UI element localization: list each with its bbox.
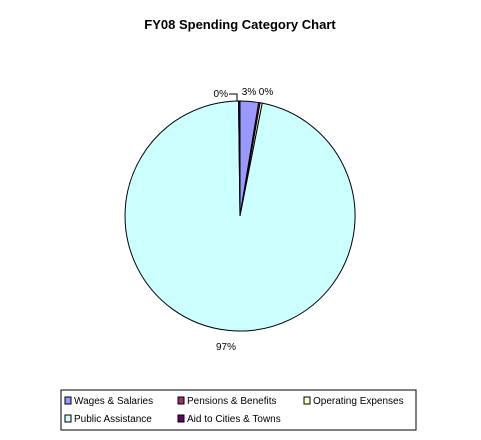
legend-label-public-assistance: Public Assistance <box>74 414 152 425</box>
legend-swatch-operating-expenses <box>303 396 311 405</box>
legend-swatch-wages-salaries <box>64 396 72 405</box>
legend-label-aid-to-cities-towns: Aid to Cities & Towns <box>187 414 281 425</box>
chart-title: FY08 Spending Category Chart <box>144 17 336 32</box>
legend: Wages & Salaries Pensions & Benefits Opera… <box>60 389 417 431</box>
legend-swatch-pensions-benefits <box>177 396 185 405</box>
label-leader-line <box>229 93 238 101</box>
legend-swatch-public-assistance <box>64 414 72 423</box>
data-label-operating-expenses: 0% <box>259 87 274 98</box>
legend-label-pensions-benefits: Pensions & Benefits <box>187 396 277 407</box>
pie-slices <box>124 100 356 332</box>
pie-slice-aid-to-cities-towns <box>238 100 241 217</box>
legend-swatch-aid-to-cities-towns <box>177 414 185 423</box>
data-label-pensions-benefits: 0% <box>214 89 229 100</box>
data-label-wages-salaries: 3% <box>242 87 257 98</box>
pie-labels: 3%0% 0%97% <box>214 87 274 353</box>
legend-label-operating-expenses: Operating Expenses <box>313 396 404 407</box>
legend-label-wages-salaries: Wages & Salaries <box>74 396 153 407</box>
data-label-public-assistance: 97% <box>216 342 236 353</box>
legend-box <box>60 389 417 431</box>
